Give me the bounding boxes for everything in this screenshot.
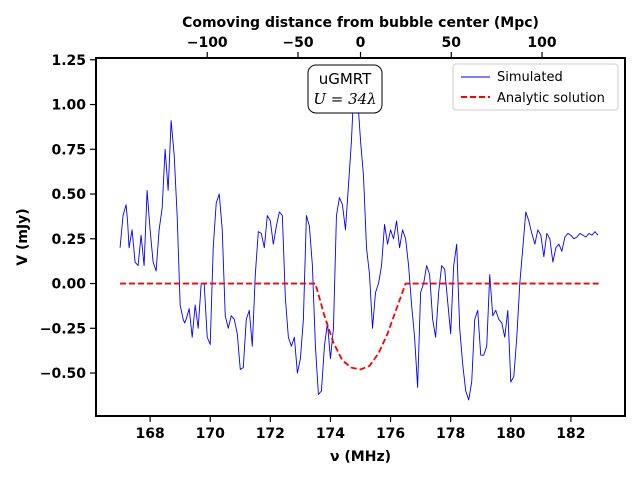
series-line-simulated [119,73,599,401]
top-x-tick-label: −100 [187,35,228,51]
y-tick-label: −0.25 [40,321,86,337]
x-tick-label: 182 [556,426,585,442]
x-tick-label: 168 [135,426,164,442]
y-tick-label: 1.25 [51,53,86,69]
x-tick-label: 172 [256,426,285,442]
annotation-box: uGMRT U = 34λ [307,64,383,114]
x-tick-label: 176 [376,426,405,442]
x-tick-label: 178 [436,426,465,442]
y-tick-label: 1.00 [51,98,86,114]
top-x-tick-label: −50 [282,35,313,51]
x-tick-label: 180 [496,426,525,442]
top-x-tick-label: 100 [527,35,556,51]
y-tick-label: 0.25 [51,232,86,248]
y-tick-label: −0.50 [40,366,87,382]
top-x-tick-label: 0 [356,35,366,51]
annotation-line-2: U = 34λ [313,90,376,108]
legend-frame [452,63,619,111]
x-tick-label: 174 [316,426,345,442]
series-line-analytic [120,282,601,371]
y-tick-label: 0.75 [51,142,86,158]
legend-label-simulated: Simulated [497,70,563,85]
y-tick-label: 0.50 [51,187,86,203]
plot-frame [95,57,626,417]
annotation-line-1: uGMRT [319,70,372,88]
y-axis-title: V (mJy) [15,208,31,265]
top-x-tick-label: 50 [442,35,462,51]
legend-label-analytic: Analytic solution [497,91,605,106]
legend: Simulated Analytic solution [452,63,619,111]
top-axis-title: Comoving distance from bubble center (Mp… [182,15,539,31]
x-tick-label: 170 [196,426,225,442]
y-tick-label: 0.00 [51,277,86,293]
x-axis-title: ν (MHz) [330,449,391,465]
